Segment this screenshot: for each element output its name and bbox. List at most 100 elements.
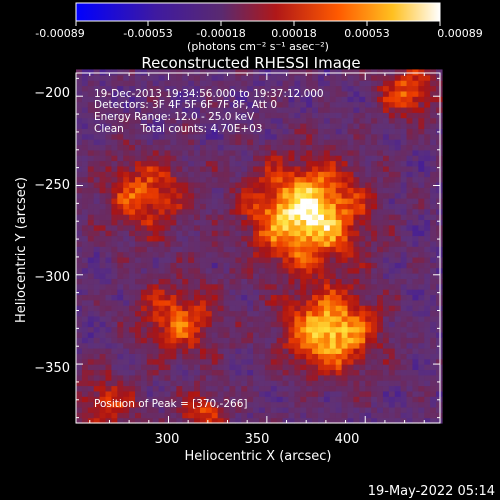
heatmap-cell xyxy=(318,139,325,146)
heatmap-cell xyxy=(241,396,248,403)
heatmap-cell xyxy=(211,315,219,322)
heatmap-cell xyxy=(300,106,307,113)
heatmap-cell xyxy=(93,364,101,371)
heatmap-cell xyxy=(87,283,95,290)
heatmap-cell xyxy=(93,96,101,103)
heatmap-cell xyxy=(347,364,355,371)
heatmap-cell xyxy=(247,385,254,392)
heatmap-cell xyxy=(129,326,136,333)
heatmap-cell xyxy=(247,364,254,371)
heatmap-cell xyxy=(188,273,195,279)
heatmap-cell xyxy=(129,203,136,210)
heatmap-cell xyxy=(194,181,201,188)
heatmap-cell xyxy=(418,155,425,162)
heatmap-cell xyxy=(430,262,437,269)
heatmap-cell xyxy=(87,133,95,140)
heatmap-cell xyxy=(341,337,349,344)
heatmap-cell xyxy=(152,396,160,403)
heatmap-cell xyxy=(229,273,236,279)
heatmap-cell xyxy=(170,417,177,424)
heatmap-cell xyxy=(436,139,443,146)
heatmap-cell xyxy=(264,74,272,81)
heatmap-cell xyxy=(365,187,372,194)
heatmap-cell xyxy=(347,69,355,76)
heatmap-cell xyxy=(93,219,101,226)
heatmap-cell xyxy=(258,321,266,328)
heatmap-cell xyxy=(93,380,101,387)
heatmap-cell xyxy=(235,208,242,215)
heatmap-cell xyxy=(229,374,236,381)
heatmap-cell xyxy=(205,160,213,167)
heatmap-cell xyxy=(430,187,437,194)
heatmap-cell xyxy=(140,139,148,146)
heatmap-cell xyxy=(347,385,355,392)
heatmap-cell xyxy=(253,123,260,129)
heatmap-cell xyxy=(146,246,154,253)
heatmap-cell xyxy=(87,342,95,349)
heatmap-cell xyxy=(182,283,189,290)
heatmap-cell xyxy=(182,417,189,424)
heatmap-cell xyxy=(312,401,319,408)
heatmap-cell xyxy=(81,331,89,338)
heatmap-cell xyxy=(158,246,166,253)
heatmap-cell xyxy=(288,412,295,419)
heatmap-cell xyxy=(347,214,355,221)
heatmap-cell xyxy=(129,369,136,376)
heatmap-cell xyxy=(406,69,414,76)
heatmap-cell xyxy=(388,230,396,237)
heatmap-cell xyxy=(347,144,355,151)
heatmap-cell xyxy=(353,69,360,76)
heatmap-cell xyxy=(406,123,414,129)
heatmap-cell xyxy=(241,224,248,231)
heatmap-cell xyxy=(117,181,124,188)
heatmap-cell xyxy=(176,342,183,349)
heatmap-cell xyxy=(377,80,384,87)
heatmap-cell xyxy=(400,117,408,124)
heatmap-cell xyxy=(117,267,124,274)
heatmap-cell xyxy=(217,96,225,103)
heatmap-cell xyxy=(176,208,183,215)
heatmap-cell xyxy=(253,208,260,215)
heatmap-cell xyxy=(182,149,189,156)
heatmap-cell xyxy=(264,390,272,397)
heatmap-cell xyxy=(258,406,266,413)
heatmap-cell xyxy=(406,128,414,135)
heatmap-cell xyxy=(182,139,189,146)
heatmap-cell xyxy=(211,123,219,129)
heatmap-cell xyxy=(129,214,136,221)
heatmap-cell xyxy=(371,396,378,403)
heatmap-cell xyxy=(318,181,325,188)
heatmap-cell xyxy=(394,256,402,263)
heatmap-cell xyxy=(223,342,231,349)
heatmap-cell xyxy=(335,256,343,263)
heatmap-cell xyxy=(87,348,95,354)
heatmap-cell xyxy=(170,342,177,349)
heatmap-cell xyxy=(158,417,166,424)
heatmap-cell xyxy=(235,321,242,328)
heatmap-cell xyxy=(111,90,118,97)
heatmap-cell xyxy=(282,208,290,215)
heatmap-cell xyxy=(111,278,118,285)
heatmap-cell xyxy=(388,96,396,103)
heatmap-cell xyxy=(258,385,266,392)
heatmap-cell xyxy=(135,406,142,413)
heatmap-cell xyxy=(371,267,378,274)
heatmap-cell xyxy=(176,396,183,403)
heatmap-cell xyxy=(235,160,242,167)
heatmap-cell xyxy=(418,348,425,354)
heatmap-cell xyxy=(111,219,118,226)
heatmap-cell xyxy=(111,273,118,279)
heatmap-cell xyxy=(253,117,260,124)
heatmap-cell xyxy=(164,321,172,328)
heatmap-cell xyxy=(99,374,107,381)
heatmap-cell xyxy=(282,139,290,146)
heatmap-cell xyxy=(347,294,355,301)
heatmap-cell xyxy=(188,80,195,87)
heatmap-cell xyxy=(123,331,130,338)
heatmap-cell xyxy=(247,417,254,424)
heatmap-cell xyxy=(276,273,284,279)
heatmap-cell xyxy=(247,358,254,365)
heatmap-cell xyxy=(276,364,284,371)
heatmap-cell xyxy=(282,133,290,140)
heatmap-cell xyxy=(377,369,384,376)
